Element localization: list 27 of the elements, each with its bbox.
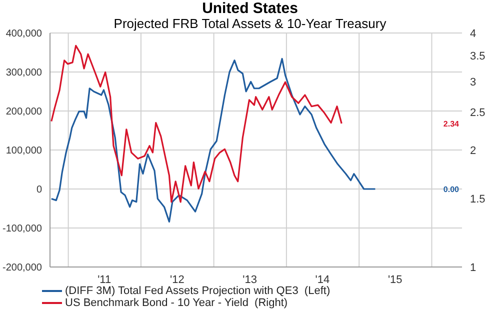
y-tick-label: 300,000 [6, 68, 42, 79]
y2-tick-label: 1.5 [470, 193, 486, 206]
chart-title: United States [201, 0, 299, 17]
y-tick-label: 400,000 [6, 28, 42, 40]
y-tick-label: -100,000 [2, 224, 42, 235]
y2-tick-label: 3.5 [470, 50, 486, 62]
x-tick-label: '13 [242, 274, 257, 286]
y-tick-label: 100,000 [6, 146, 42, 157]
line-series [50, 44, 342, 203]
y-tick-label: 0 [36, 184, 42, 196]
x-tick-label: '12 [170, 274, 184, 286]
x-tick-label: '14 [315, 274, 330, 286]
y2-tick-label: 2 [470, 144, 476, 157]
y2-tick-label: 2.5 [470, 107, 486, 120]
x-tick-label: '15 [388, 274, 402, 286]
annotation: 0.00 [443, 185, 460, 194]
line-series [50, 58, 376, 223]
y2-tick-label: 3 [470, 76, 476, 88]
chart-subtitle: Projected FRB Total Assets & 10-Year Treasury [114, 16, 386, 31]
x-tick-label: '11 [98, 274, 112, 286]
legend-label: (DIFF 3M) Total Fed Assets Projection with QE3 (Left) [65, 285, 330, 297]
y2-tick-label: 1 [470, 262, 476, 274]
y2-tick-label: 4 [470, 28, 476, 40]
y-tick-label: -200,000 [2, 262, 42, 274]
legend-label: US Benchmark Bond - 10 Year - Yield (Right) [65, 297, 288, 309]
annotation: 2.34 [443, 120, 460, 128]
y-tick-label: 200,000 [6, 106, 42, 118]
